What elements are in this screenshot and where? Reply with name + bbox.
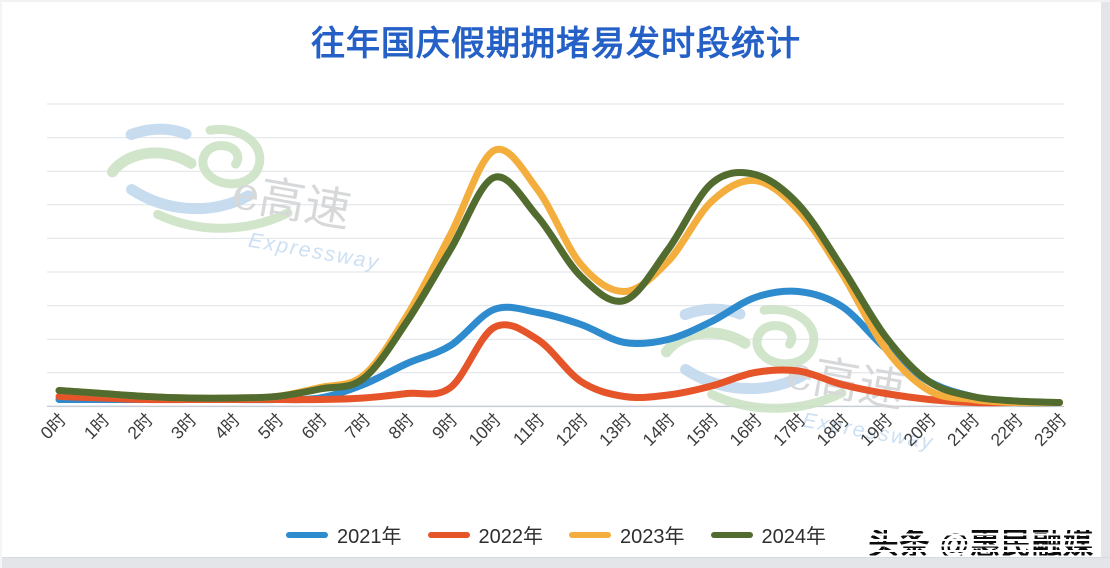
x-axis-label: 6时 [297, 410, 330, 443]
x-axis-label: 1时 [80, 410, 113, 443]
x-axis-label: 12时 [552, 410, 592, 450]
watermark-swirl [106, 147, 197, 178]
page-title: 往年国庆假期拥堵易发时段统计 [311, 25, 801, 63]
legend-swatch [286, 531, 328, 538]
x-axis-labels: 0时 1时 2时 3时 4时 5时 6时 7时 8时 9时 10时 11时 12时 13时 14时 15时 16… [36, 410, 1070, 450]
x-axis-label: 21时 [943, 410, 983, 450]
x-axis-label: 9时 [428, 410, 461, 443]
legend-item-2023年: 2023年 [569, 520, 685, 549]
x-axis-label: 10时 [465, 410, 505, 450]
x-axis-label: 23时 [1030, 410, 1070, 450]
watermark-swirl [660, 327, 751, 358]
legend-swatch [710, 531, 753, 538]
attribution-watermark: 头条 @惠民融媒 [868, 519, 1094, 563]
x-axis-label: 8时 [384, 410, 417, 443]
watermark-swirl [679, 303, 746, 321]
legend-swatch [427, 531, 470, 538]
watermark-swirl [680, 363, 808, 395]
x-axis-label: 13时 [595, 410, 635, 450]
watermark-swirl [752, 304, 819, 369]
series-lines [55, 145, 1063, 407]
x-axis-label: 11时 [509, 410, 548, 449]
x-axis-label: 7时 [341, 410, 374, 443]
legend-item-2022年: 2022年 [427, 520, 544, 549]
legend-swatch [569, 531, 611, 538]
legend-item-2021年: 2021年 [286, 520, 402, 549]
legend: 2021年 2022年 2023年 2024年 [2, 520, 1110, 549]
watermark-swirl [126, 183, 254, 215]
legend-label: 2021年 [337, 526, 402, 548]
x-axis-label: 0时 [36, 410, 69, 443]
x-axis-label: 4时 [210, 410, 243, 443]
series-line-2021年 [55, 287, 1063, 407]
watermark-swirl [153, 208, 293, 233]
x-axis-label: 22时 [987, 410, 1027, 450]
legend-item-2024年: 2024年 [710, 520, 827, 549]
window-edge-bottom [2, 557, 1110, 568]
legend-label: 2024年 [761, 526, 827, 548]
x-axis-label: 14时 [639, 410, 679, 450]
gridlines [47, 103, 1064, 408]
x-axis-label: 2时 [123, 410, 156, 443]
watermark-swirl [198, 124, 265, 189]
x-axis-label: 15时 [682, 410, 722, 450]
watermark-subtitle-text: Expressway [247, 229, 382, 275]
watermark-swirl [125, 123, 192, 141]
x-axis-label: 16时 [726, 410, 766, 450]
x-axis-label: 3时 [167, 410, 200, 443]
x-axis-label: 5时 [254, 410, 287, 443]
legend-label: 2022年 [478, 526, 544, 548]
legend-label: 2023年 [620, 526, 685, 548]
watermark-swirl [707, 388, 847, 413]
series-line-2024年 [55, 169, 1063, 406]
window-edge-right [1101, 2, 1110, 568]
